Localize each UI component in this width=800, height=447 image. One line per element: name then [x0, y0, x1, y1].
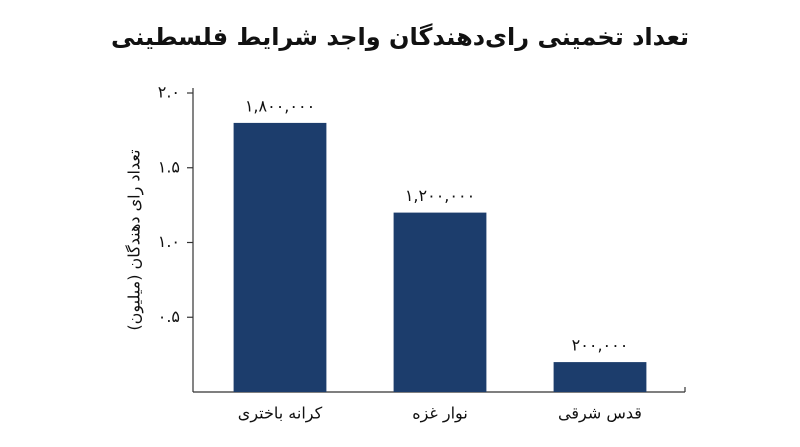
x-tick-label: قدس شرقی [558, 404, 642, 424]
x-tick-label: کرانه باختری [238, 404, 323, 424]
bar [553, 362, 647, 392]
y-tick-label: ۰.۵ [158, 307, 180, 326]
y-tick-label: ۲.۰ [158, 83, 180, 102]
value-label: ۱,۲۰۰,۰۰۰ [405, 186, 475, 205]
chart-title: تعداد تخمینی رای‌دهندگان واجد شرایط فلسط… [111, 23, 689, 51]
value-label: ۱,۸۰۰,۰۰۰ [245, 96, 315, 115]
y-tick-label: ۱.۵ [158, 157, 180, 176]
y-tick-label: ۱.۰ [158, 232, 180, 251]
x-tick-label: نوار غزه [412, 404, 468, 424]
bar [233, 122, 327, 393]
bar [393, 212, 487, 392]
value-label: ۲۰۰,۰۰۰ [572, 336, 629, 355]
y-axis-label: تعداد رای دهندگان (میلیون) [125, 149, 145, 330]
